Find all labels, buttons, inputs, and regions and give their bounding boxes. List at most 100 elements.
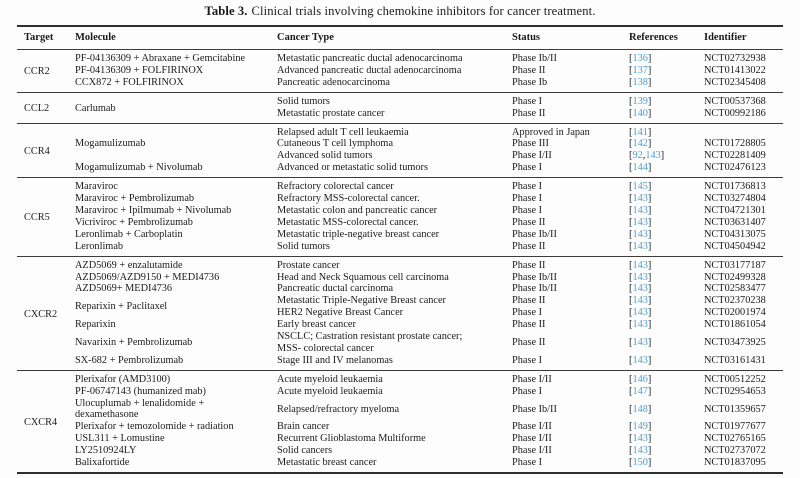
reference-link[interactable]: 148 bbox=[632, 403, 648, 415]
reference-link[interactable]: 140 bbox=[632, 107, 648, 119]
identifier-cell: NCT02499328 bbox=[704, 271, 766, 283]
status-cell: Phase Ib/II bbox=[512, 228, 557, 240]
cancer-type-cell: Refractory MSS-colorectal cancer. bbox=[277, 193, 420, 205]
table-row: CCR5 Maraviroc Refractory colorectal can… bbox=[17, 178, 783, 223]
reference-bracket: [ bbox=[629, 271, 633, 283]
reference-link[interactable]: 143 bbox=[632, 336, 648, 348]
table-row: Advanced solid tumors Phase I/II [92,143… bbox=[17, 150, 783, 162]
status-cell: Phase III bbox=[512, 138, 549, 150]
cancer-type-cell: Pancreatic ductal carcinoma bbox=[277, 283, 394, 295]
identifier-cell: NCT03274804 bbox=[704, 193, 766, 205]
status-cell: Phase I/II bbox=[512, 373, 552, 385]
molecule-cell: Leronlimab bbox=[75, 240, 124, 252]
reference-link[interactable]: 143 bbox=[632, 216, 648, 228]
molecule-cell: PF-06747143 (humanized mab) bbox=[75, 385, 206, 397]
molecule-cell: Plerixafor (AMD3100) bbox=[75, 373, 171, 385]
reference-link[interactable]: 143 bbox=[632, 271, 648, 283]
reference-link[interactable]: 143 bbox=[632, 295, 648, 307]
identifier-cell: NCT01861054 bbox=[704, 319, 766, 331]
reference-bracket: [ bbox=[629, 433, 633, 445]
table-row: PF-06747143 (humanized mab) Acute myeloi… bbox=[17, 386, 783, 398]
reference-link[interactable]: 138 bbox=[632, 76, 648, 88]
identifier-cell: NCT00512252 bbox=[704, 373, 766, 385]
reference-link[interactable]: 144 bbox=[632, 162, 648, 174]
reference-link[interactable]: 143 bbox=[645, 150, 661, 162]
table-row: Balixafortide Metastatic breast cancer P… bbox=[17, 457, 783, 473]
reference-link[interactable]: 147 bbox=[632, 385, 648, 397]
identifier-cell: NCT02001974 bbox=[704, 307, 766, 319]
cancer-type-cell: Head and Neck Squamous cell carcinoma bbox=[277, 271, 449, 283]
reference-bracket: ] bbox=[647, 126, 652, 138]
table-row: Mogamulizumab + Nivolumab Advanced or me… bbox=[17, 162, 783, 177]
table-row: Cutaneous T cell lymphoma Phase III [142… bbox=[17, 138, 783, 150]
reference-bracket: ] bbox=[647, 181, 652, 193]
reference-link[interactable]: 142 bbox=[632, 138, 648, 150]
reference-link[interactable]: 145 bbox=[632, 181, 648, 193]
reference-link[interactable]: 143 bbox=[632, 354, 648, 366]
references-cell: [145] bbox=[629, 178, 704, 193]
cancer-type-cell: Relapsed/refractory myeloma bbox=[277, 403, 400, 415]
reference-link[interactable]: 143 bbox=[632, 259, 648, 271]
reference-bracket: ] bbox=[647, 240, 652, 252]
references-cell: [140] bbox=[629, 108, 704, 123]
reference-link[interactable]: 146 bbox=[632, 373, 648, 385]
status-cell: Phase I bbox=[512, 162, 543, 174]
identifier-cell: NCT03473925 bbox=[704, 336, 766, 348]
reference-link[interactable]: 143 bbox=[632, 445, 648, 457]
reference-link[interactable]: 149 bbox=[632, 421, 648, 433]
identifier-cell: NCT04721301 bbox=[704, 204, 766, 216]
section-cxcr4: CXCR4 Plerixafor (AMD3100) Acute myeloid… bbox=[17, 370, 783, 473]
reference-link[interactable]: 143 bbox=[632, 307, 648, 319]
reference-bracket: ] bbox=[660, 150, 665, 162]
reference-bracket: ] bbox=[647, 336, 652, 348]
identifier-cell: NCT02583477 bbox=[704, 283, 766, 295]
reference-link[interactable]: 92 bbox=[632, 150, 643, 162]
references-cell: [143] bbox=[629, 433, 704, 445]
reference-bracket: [ bbox=[629, 445, 633, 457]
identifier-cell: NCT01837095 bbox=[704, 457, 766, 469]
reference-link[interactable]: 143 bbox=[632, 204, 648, 216]
table-row: Ulocuplumab + lenalidomide + dexamethaso… bbox=[17, 398, 783, 422]
reference-link[interactable]: 143 bbox=[632, 433, 648, 445]
reference-link[interactable]: 139 bbox=[632, 95, 648, 107]
reference-link[interactable]: 141 bbox=[632, 126, 648, 138]
reference-link[interactable]: 143 bbox=[632, 319, 648, 331]
cancer-type-cell: NSCLC; Castration resistant prostate can… bbox=[277, 331, 463, 354]
cancer-type-cell: Solid tumors bbox=[277, 95, 330, 107]
cancer-type-cell: Metastatic pancreatic ductal adenocarcin… bbox=[277, 53, 463, 64]
status-cell: Phase I bbox=[512, 181, 543, 193]
reference-bracket: ] bbox=[647, 421, 652, 433]
reference-link[interactable]: 143 bbox=[632, 193, 648, 205]
reference-link[interactable]: 150 bbox=[632, 457, 648, 469]
reference-bracket: [ bbox=[629, 421, 633, 433]
column-header-identifier: Identifier bbox=[704, 26, 783, 50]
target-cell: CCL2 bbox=[24, 103, 50, 115]
reference-bracket: ] bbox=[647, 354, 652, 366]
reference-bracket: ] bbox=[647, 193, 652, 205]
reference-separator: , bbox=[642, 150, 646, 162]
column-header-target: Target bbox=[17, 26, 75, 50]
molecule-cell: Reparixin + Paclitaxel bbox=[75, 301, 168, 313]
identifier-cell: NCT02370238 bbox=[704, 295, 766, 307]
reference-bracket: ] bbox=[647, 204, 652, 216]
reference-link[interactable]: 143 bbox=[632, 240, 648, 252]
table-caption: Table 3. Clinical trials involving chemok… bbox=[0, 0, 800, 19]
table-row: CCR4 Mogamulizumab Relapsed adult T cell… bbox=[17, 123, 783, 157]
table-row: Maraviroc + Ipilmumab + Nivolumab Metast… bbox=[17, 205, 783, 217]
status-cell: Phase Ib/II bbox=[512, 403, 557, 415]
target-cell: CCR2 bbox=[24, 66, 50, 78]
header-row: Target Molecule Cancer Type Status Refer… bbox=[17, 26, 783, 50]
status-cell: Phase I bbox=[512, 307, 543, 319]
column-header-molecule: Molecule bbox=[75, 26, 277, 50]
identifier-cell bbox=[704, 123, 783, 138]
reference-bracket: ] bbox=[647, 403, 652, 415]
reference-bracket: ] bbox=[647, 433, 652, 445]
status-cell: Phase Ib bbox=[512, 76, 548, 88]
reference-link[interactable]: 136 bbox=[632, 53, 648, 64]
reference-link[interactable]: 143 bbox=[632, 228, 648, 240]
reference-link[interactable]: 137 bbox=[632, 64, 648, 76]
table-row: SX-682 + Pembrolizumab Stage III and IV … bbox=[17, 355, 783, 370]
reference-link[interactable]: 143 bbox=[632, 283, 648, 295]
identifier-cell: NCT02732938 bbox=[704, 53, 766, 64]
identifier-cell: NCT01736813 bbox=[704, 181, 766, 193]
